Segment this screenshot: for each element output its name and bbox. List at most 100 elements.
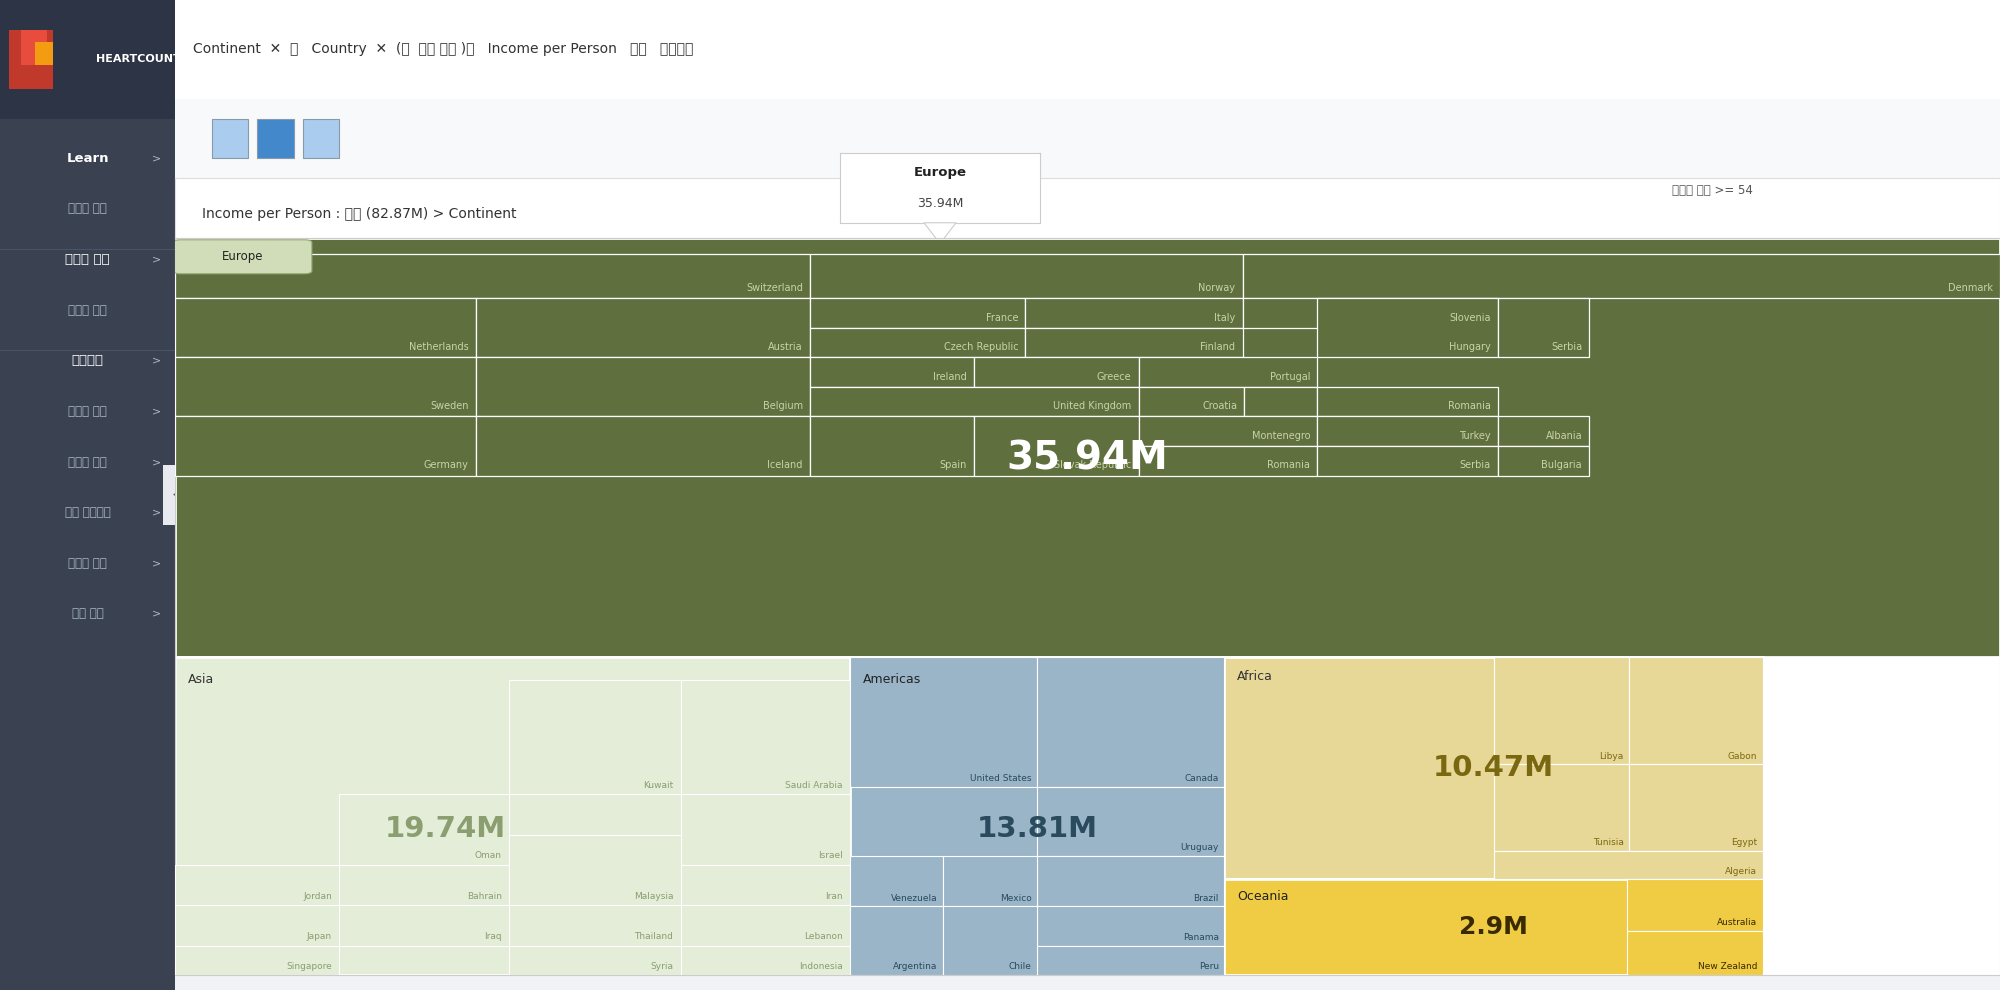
Bar [942,855,1038,907]
Text: Switzerland: Switzerland [746,283,802,293]
Text: 2.9M: 2.9M [1460,915,1528,940]
Bar [20,30,48,65]
Text: 스마트 서치: 스마트 서치 [68,455,106,468]
Bar [1318,387,1498,417]
Text: Finland: Finland [1200,343,1236,352]
Text: Bahrain: Bahrain [466,892,502,901]
Bar [258,119,294,158]
Bar [680,945,850,975]
Text: Europe: Europe [222,250,264,263]
Text: 시각적 발견: 시각적 발견 [68,304,106,317]
Text: Romania: Romania [1268,460,1310,470]
Text: HEARTCOUNT: HEARTCOUNT [96,54,180,64]
Text: 캠페인 관리: 캠페인 관리 [68,203,106,216]
Bar [810,253,1242,298]
Text: 캠페인 생성: 캠페인 생성 [66,253,110,266]
Text: Kuwait: Kuwait [642,781,674,790]
Bar [1138,357,1318,387]
Bar [508,835,680,905]
Text: New Zealand: New Zealand [1698,962,1758,971]
Text: Singapore: Singapore [286,961,332,971]
Bar [1628,931,1762,975]
Bar [176,417,476,475]
Text: >: > [152,609,160,619]
Text: Slovenia: Slovenia [1450,313,1490,323]
Bar [1318,417,1498,446]
Bar [1038,946,1224,975]
Text: Israel: Israel [818,851,842,860]
Bar [1498,298,1590,357]
Text: Panama: Panama [1182,934,1218,942]
Text: Iceland: Iceland [768,460,802,470]
Text: 13.81M: 13.81M [976,815,1098,842]
Text: Iraq: Iraq [484,933,502,941]
Text: Greece: Greece [1096,372,1132,382]
Text: Iran: Iran [826,892,842,901]
Text: Mexico: Mexico [1000,894,1032,903]
Bar [1242,253,2000,298]
Bar [8,30,52,89]
Text: Chile: Chile [1008,962,1032,971]
Bar [176,357,476,417]
Bar [176,656,850,975]
Bar [176,864,340,905]
Text: Lebanon: Lebanon [804,933,842,941]
FancyBboxPatch shape [174,240,312,274]
Text: Bulgaria: Bulgaria [1542,460,1582,470]
Bar [810,298,1026,328]
Bar [302,119,340,158]
Bar [680,905,850,945]
Text: Oceania: Oceania [1238,890,1288,903]
Bar [1026,328,1242,357]
Bar [176,945,340,975]
Bar [1038,855,1224,907]
Bar [176,905,340,945]
Text: Norway: Norway [1198,283,1236,293]
Text: Europe: Europe [914,166,966,179]
Text: Tunisia: Tunisia [1592,838,1624,846]
Text: United States: United States [970,774,1032,783]
Text: Saudi Arabia: Saudi Arabia [786,781,842,790]
Text: 드릴다운: 드릴다운 [72,354,104,367]
Bar [36,42,52,65]
Text: 35.94M: 35.94M [916,197,964,210]
Text: Income per Person : 총합 (82.87M) > Continent: Income per Person : 총합 (82.87M) > Contin… [202,207,516,221]
Text: 스마트 플롯: 스마트 플롯 [68,405,106,418]
Bar [476,357,810,417]
Text: <: < [172,488,182,502]
Bar [810,387,1138,417]
Bar [810,357,974,387]
Bar [1494,764,1630,850]
Bar [810,417,974,475]
Bar [340,905,508,945]
Text: 35.94M: 35.94M [1006,440,1168,478]
Text: Brazil: Brazil [1194,894,1218,903]
Bar [176,298,476,357]
Bar [974,417,1138,475]
Text: Africa: Africa [1238,670,1274,683]
Text: Libya: Libya [1600,751,1624,760]
Bar [508,905,680,945]
Text: Learn: Learn [66,151,108,165]
Text: Thailand: Thailand [634,933,674,941]
Text: United Kingdom: United Kingdom [1054,401,1132,411]
Text: 레코드 개수 >= 54: 레코드 개수 >= 54 [1672,183,1752,197]
Text: Montenegro: Montenegro [1252,431,1310,442]
Text: Algeria: Algeria [1726,866,1758,875]
Text: Serbia: Serbia [1550,343,1582,352]
Bar [1026,298,1242,328]
Bar [1630,656,1762,764]
Text: Turkey: Turkey [1460,431,1490,442]
Bar [974,357,1138,387]
Text: 스몰 멀티플즈: 스몰 멀티플즈 [64,506,110,519]
Bar [1138,446,1318,475]
Bar [1318,446,1498,475]
Text: >: > [152,254,160,264]
Bar [1244,387,1318,417]
Bar [1242,298,1498,328]
Text: Austria: Austria [768,343,802,352]
Bar [850,907,942,975]
Text: Jordan: Jordan [304,892,332,901]
Text: Ireland: Ireland [934,372,968,382]
Text: Argentina: Argentina [892,962,938,971]
